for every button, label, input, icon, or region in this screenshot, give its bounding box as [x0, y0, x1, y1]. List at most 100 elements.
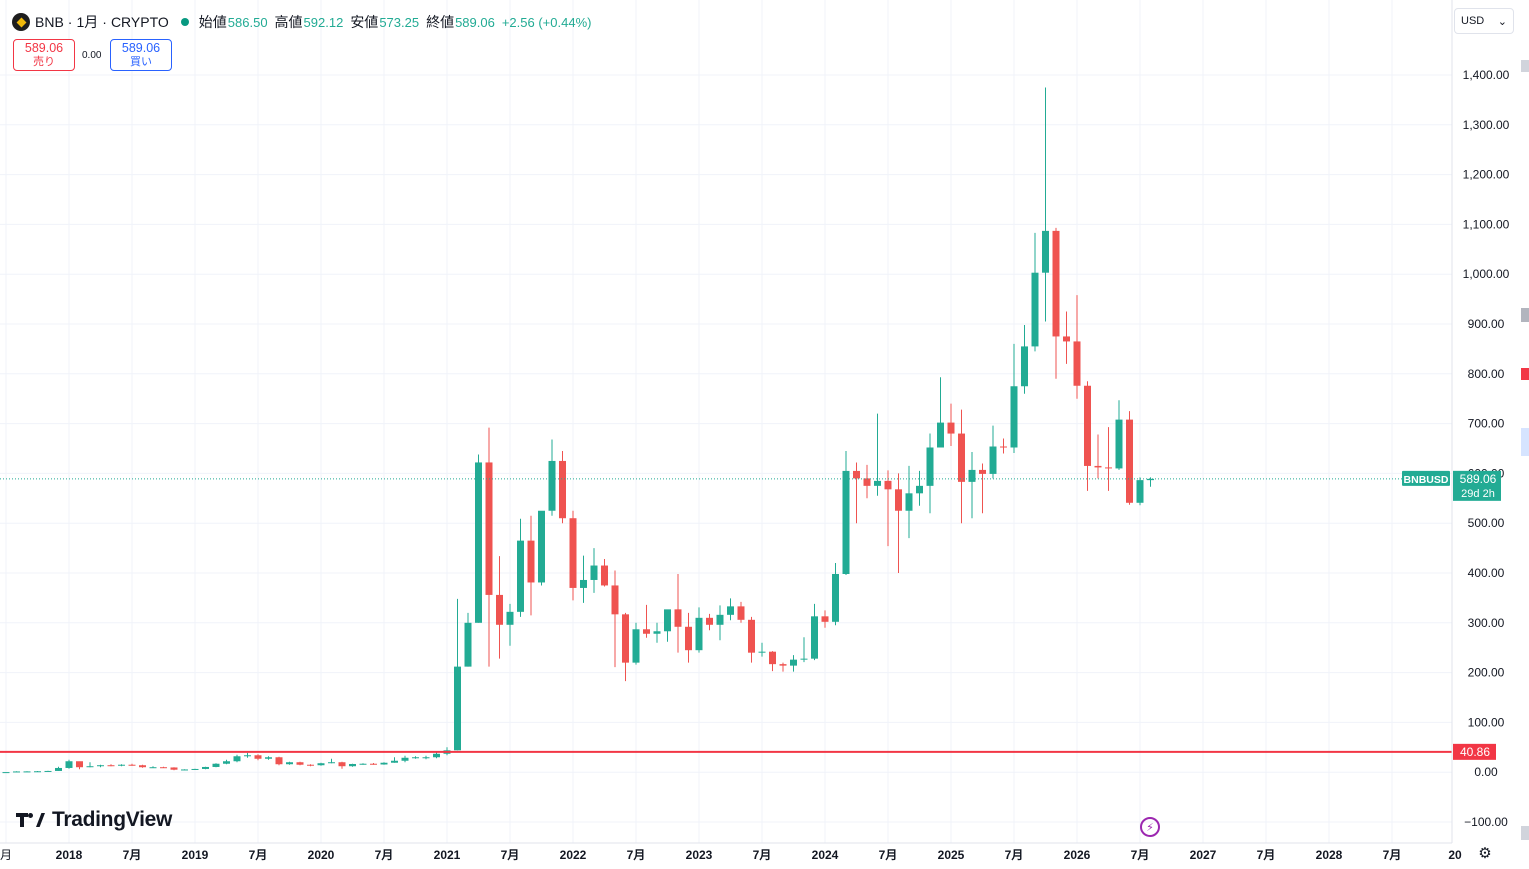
candle-body[interactable] — [727, 606, 734, 615]
candle-body[interactable] — [475, 462, 482, 623]
candle-body[interactable] — [422, 757, 430, 759]
candle-body[interactable] — [863, 478, 871, 486]
candle-body[interactable] — [905, 493, 913, 511]
candle-body[interactable] — [664, 609, 671, 632]
candle-body[interactable] — [548, 460, 556, 511]
candle-body[interactable] — [317, 763, 325, 766]
candle-body[interactable] — [401, 757, 409, 761]
candle-body[interactable] — [359, 763, 367, 765]
candle-body[interactable] — [160, 767, 167, 769]
candle-body[interactable] — [517, 540, 524, 612]
candle-body[interactable] — [706, 617, 713, 625]
candle-body[interactable] — [139, 765, 146, 768]
candle-body[interactable] — [254, 755, 262, 759]
candle-body[interactable] — [349, 763, 356, 767]
candle-body[interactable] — [758, 651, 766, 653]
candle-body[interactable] — [538, 510, 545, 583]
candle-body[interactable] — [23, 771, 31, 773]
candle-body[interactable] — [737, 606, 745, 620]
candle-body[interactable] — [695, 617, 703, 651]
candle-body[interactable] — [1105, 467, 1112, 469]
candle-body[interactable] — [1063, 336, 1070, 342]
candle-body[interactable] — [611, 585, 619, 615]
candle-body[interactable] — [212, 763, 220, 767]
candle-body[interactable] — [496, 594, 503, 625]
candle-body[interactable] — [958, 433, 965, 482]
flash-icon[interactable]: ⚡ — [1140, 817, 1160, 837]
candle-body[interactable] — [2, 772, 10, 774]
candle-body[interactable] — [170, 767, 178, 770]
candle-body[interactable] — [1010, 386, 1018, 448]
sell-button[interactable]: 589.06 売り — [13, 39, 75, 71]
candle-body[interactable] — [191, 768, 199, 770]
currency-select[interactable]: USD ⌄ — [1454, 8, 1514, 34]
market-status-icon[interactable] — [180, 18, 189, 26]
candle-body[interactable] — [76, 761, 83, 768]
candle-body[interactable] — [86, 766, 94, 768]
candle-body[interactable] — [821, 616, 829, 622]
candle-body[interactable] — [107, 765, 115, 767]
candle-body[interactable] — [118, 764, 125, 766]
candle-body[interactable] — [569, 518, 577, 588]
candle-body[interactable] — [779, 664, 787, 666]
candle-body[interactable] — [1084, 385, 1091, 466]
buy-button[interactable]: 589.06 買い — [110, 39, 172, 71]
candle-body[interactable] — [1031, 272, 1039, 347]
candle-body[interactable] — [1094, 465, 1102, 468]
candle-body[interactable] — [13, 771, 20, 773]
candle-body[interactable] — [685, 626, 692, 651]
candle-body[interactable] — [1052, 230, 1060, 337]
candle-body[interactable] — [275, 757, 283, 765]
candle-body[interactable] — [926, 447, 934, 486]
candle-body[interactable] — [811, 616, 818, 659]
candle-body[interactable] — [947, 422, 955, 434]
candle-body[interactable] — [632, 629, 640, 663]
candle-body[interactable] — [97, 765, 104, 767]
candle-body[interactable] — [580, 579, 587, 588]
candle-body[interactable] — [223, 761, 230, 764]
candle-body[interactable] — [748, 619, 755, 653]
candle-body[interactable] — [181, 769, 188, 771]
candle-body[interactable] — [937, 422, 944, 448]
candle-body[interactable] — [590, 565, 598, 580]
candle-body[interactable] — [916, 485, 923, 494]
candle-body[interactable] — [202, 766, 209, 769]
candle-body[interactable] — [65, 761, 73, 768]
candle-body[interactable] — [55, 767, 62, 771]
candle-body[interactable] — [464, 622, 472, 667]
candle-body[interactable] — [601, 565, 608, 586]
legend-symbol[interactable]: BNB — [35, 14, 64, 30]
legend-exchange[interactable]: CRYPTO — [110, 14, 169, 30]
candle-body[interactable] — [622, 614, 629, 663]
candle-body[interactable] — [44, 770, 52, 772]
gear-icon[interactable]: ⚙ — [1478, 845, 1492, 862]
candle-body[interactable] — [643, 629, 650, 634]
candle-body[interactable] — [485, 462, 493, 595]
candle-body[interactable] — [412, 757, 419, 759]
candle-body[interactable] — [1115, 419, 1123, 469]
candle-body[interactable] — [527, 540, 535, 583]
candle-body[interactable] — [128, 764, 136, 766]
candle-body[interactable] — [716, 614, 724, 625]
candle-body[interactable] — [800, 658, 808, 660]
candle-body[interactable] — [506, 611, 514, 625]
candle-body[interactable] — [989, 446, 997, 474]
candle-body[interactable] — [370, 763, 377, 765]
legend-interval[interactable]: 1月 — [76, 14, 99, 30]
candle-body[interactable] — [1147, 478, 1154, 481]
candle-body[interactable] — [884, 480, 892, 490]
candle-body[interactable] — [653, 631, 661, 634]
candle-body[interactable] — [149, 767, 157, 769]
candle-body[interactable] — [433, 753, 440, 758]
candle-body[interactable] — [296, 762, 304, 765]
candle-body[interactable] — [1136, 480, 1144, 503]
candle-body[interactable] — [895, 489, 902, 511]
candle-body[interactable] — [391, 760, 398, 763]
candle-body[interactable] — [769, 651, 776, 665]
candle-body[interactable] — [853, 470, 860, 479]
candle-body[interactable] — [454, 666, 461, 751]
candle-body[interactable] — [674, 609, 682, 627]
candle-body[interactable] — [1126, 419, 1133, 503]
candle-body[interactable] — [307, 764, 314, 766]
